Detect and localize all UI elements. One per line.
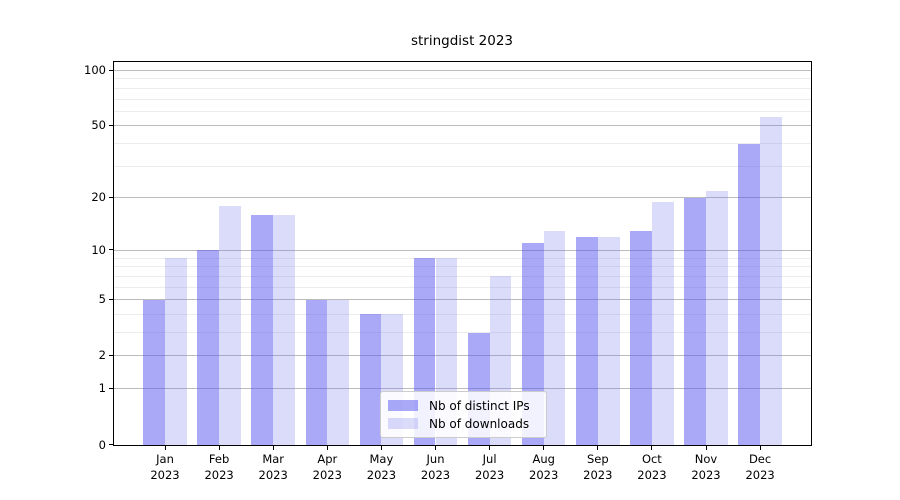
y-tick-mark (109, 444, 113, 445)
x-tick-label: Nov 2023 (691, 452, 721, 482)
bar-downloads-dec-2023 (760, 116, 782, 445)
minor-gridline (114, 87, 811, 89)
x-tick-label: May 2023 (366, 452, 397, 482)
y-tick-label: 5 (98, 292, 106, 307)
bar-distinct-ips-dec-2023 (738, 143, 761, 445)
x-tick-mark (218, 446, 220, 450)
bar-distinct-ips-sep-2023 (576, 236, 598, 445)
y-tick-mark (109, 69, 113, 71)
minor-gridline (114, 332, 811, 334)
bar-downloads-feb-2023 (219, 206, 241, 445)
y-tick-mark (109, 354, 113, 356)
legend-label-downloads: Nb of downloads (429, 416, 530, 431)
minor-gridline (114, 78, 811, 80)
major-gridline (114, 197, 811, 199)
legend-entry-downloads: Nb of downloads (388, 417, 546, 431)
y-tick-mark (109, 249, 113, 251)
bar-downloads-aug-2023 (543, 230, 566, 445)
bar-distinct-ips-jan-2023 (143, 299, 165, 445)
minor-gridline (114, 266, 811, 268)
x-tick-mark (705, 446, 707, 450)
y-tick-label: 50 (91, 118, 106, 133)
bar-downloads-nov-2023 (706, 190, 728, 445)
y-tick-label: 20 (91, 190, 106, 205)
legend-label-distinct-ips: Nb of distinct IPs (429, 398, 530, 413)
x-tick-label: Jun 2023 (420, 452, 451, 482)
x-tick-mark (543, 446, 545, 450)
y-tick-mark (109, 387, 113, 389)
y-tick-label: 100 (84, 63, 106, 78)
x-tick-label: Feb 2023 (204, 452, 234, 482)
bar-downloads-apr-2023 (327, 299, 350, 445)
bar-distinct-ips-mar-2023 (251, 215, 274, 445)
y-tick-label: 0 (98, 437, 106, 452)
bar-distinct-ips-feb-2023 (197, 250, 220, 445)
bar-downloads-sep-2023 (597, 236, 620, 445)
x-tick-mark (164, 446, 166, 450)
x-tick-mark (326, 446, 328, 450)
x-tick-mark (380, 446, 382, 450)
chart-title: stringdist 2023 (410, 33, 514, 49)
major-gridline (114, 249, 811, 251)
x-tick-mark (597, 446, 599, 450)
y-tick-label: 2 (98, 348, 106, 363)
major-gridline (114, 388, 811, 390)
x-tick-mark (489, 446, 491, 450)
x-tick-mark (272, 446, 274, 450)
major-gridline (114, 299, 811, 301)
minor-gridline (114, 165, 811, 167)
x-tick-label: Jul 2023 (474, 452, 505, 482)
major-gridline (114, 355, 811, 357)
minor-gridline (114, 98, 811, 100)
y-tick-mark (109, 124, 113, 126)
bar-downloads-oct-2023 (651, 201, 674, 445)
minor-gridline (114, 143, 811, 145)
y-tick-mark (109, 298, 113, 300)
minor-gridline (114, 275, 811, 277)
legend-swatch-downloads (388, 418, 418, 429)
plot-area (113, 61, 812, 446)
legend-entry-distinct-ips: Nb of distinct IPs (388, 399, 546, 413)
y-tick-label: 10 (91, 242, 106, 257)
x-tick-label: Dec 2023 (745, 452, 775, 482)
major-gridline (114, 70, 811, 72)
minor-gridline (114, 257, 811, 259)
minor-gridline (114, 286, 811, 288)
x-tick-label: Jan 2023 (150, 452, 180, 482)
x-tick-mark (651, 446, 653, 450)
y-tick-label: 1 (98, 381, 106, 396)
y-tick-mark (109, 196, 113, 198)
bar-distinct-ips-may-2023 (359, 314, 382, 445)
x-tick-mark (435, 446, 436, 450)
bar-distinct-ips-oct-2023 (630, 230, 652, 445)
x-tick-label: Mar 2023 (258, 452, 288, 482)
major-gridline (114, 125, 811, 127)
minor-gridline (114, 313, 811, 315)
x-tick-label: Apr 2023 (312, 452, 342, 482)
minor-gridline (114, 110, 811, 112)
legend: Nb of distinct IPs Nb of downloads (380, 391, 547, 438)
x-tick-label: Aug 2023 (529, 452, 559, 482)
bar-downloads-mar-2023 (273, 215, 295, 445)
bar-distinct-ips-apr-2023 (305, 299, 328, 445)
bar-downloads-jan-2023 (165, 258, 187, 445)
x-tick-label: Oct 2023 (637, 452, 667, 482)
legend-swatch-distinct-ips (388, 400, 418, 411)
bar-distinct-ips-nov-2023 (684, 197, 706, 445)
x-tick-label: Sep 2023 (583, 452, 613, 482)
x-tick-mark (759, 446, 761, 450)
